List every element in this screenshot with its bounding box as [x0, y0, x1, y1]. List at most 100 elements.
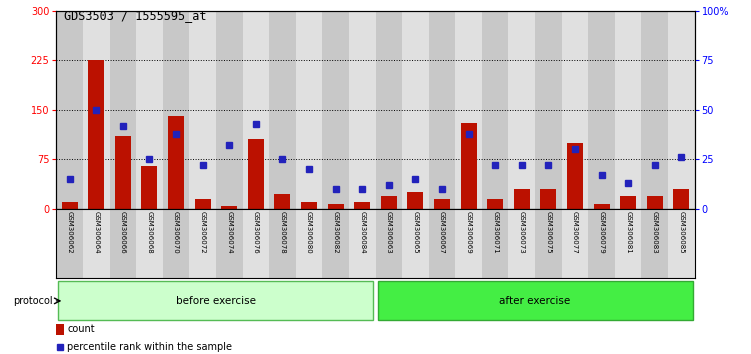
Bar: [136, 11, 163, 209]
Bar: [189, 209, 216, 278]
Bar: [296, 11, 322, 209]
Bar: [115, 136, 131, 209]
Bar: [376, 11, 402, 209]
Bar: [110, 11, 136, 209]
Bar: [593, 204, 610, 209]
Bar: [269, 11, 296, 209]
Bar: [274, 194, 291, 209]
Text: GSM306070: GSM306070: [173, 211, 179, 254]
Text: GSM306080: GSM306080: [306, 211, 312, 254]
Text: GSM306071: GSM306071: [492, 211, 498, 254]
Text: GSM306077: GSM306077: [572, 211, 578, 254]
Bar: [641, 11, 668, 209]
Bar: [620, 196, 636, 209]
Bar: [248, 139, 264, 209]
Text: GSM306075: GSM306075: [545, 211, 551, 253]
Bar: [349, 209, 376, 278]
Bar: [567, 143, 583, 209]
Bar: [327, 204, 344, 209]
Bar: [381, 196, 397, 209]
Bar: [482, 11, 508, 209]
Text: GSM306066: GSM306066: [120, 211, 126, 254]
Bar: [402, 11, 429, 209]
Bar: [541, 189, 556, 209]
FancyBboxPatch shape: [58, 281, 372, 320]
Text: GSM306078: GSM306078: [279, 211, 285, 254]
Bar: [647, 196, 663, 209]
Text: GSM306083: GSM306083: [652, 211, 658, 254]
Text: GSM306073: GSM306073: [519, 211, 525, 254]
Text: GSM306084: GSM306084: [359, 211, 365, 253]
Bar: [195, 199, 210, 209]
Bar: [487, 199, 503, 209]
Bar: [168, 116, 184, 209]
Bar: [482, 209, 508, 278]
Bar: [296, 209, 322, 278]
Bar: [349, 11, 376, 209]
Text: GSM306064: GSM306064: [93, 211, 99, 253]
Bar: [354, 202, 370, 209]
Bar: [163, 209, 189, 278]
Bar: [243, 11, 269, 209]
Text: GSM306074: GSM306074: [226, 211, 232, 253]
Bar: [615, 11, 641, 209]
Text: percentile rank within the sample: percentile rank within the sample: [68, 342, 233, 352]
Bar: [668, 11, 695, 209]
Bar: [56, 324, 65, 335]
Text: count: count: [68, 325, 95, 335]
Bar: [535, 11, 562, 209]
Bar: [136, 209, 163, 278]
Text: GSM306079: GSM306079: [599, 211, 605, 254]
Bar: [429, 11, 455, 209]
Bar: [508, 11, 535, 209]
Text: GSM306065: GSM306065: [412, 211, 418, 253]
Bar: [89, 60, 104, 209]
Bar: [269, 209, 296, 278]
Text: GDS3503 / 1555595_at: GDS3503 / 1555595_at: [64, 9, 207, 22]
Bar: [83, 209, 110, 278]
Bar: [408, 192, 424, 209]
Text: GSM306068: GSM306068: [146, 211, 152, 254]
Bar: [110, 209, 136, 278]
Bar: [535, 209, 562, 278]
Text: GSM306081: GSM306081: [625, 211, 631, 254]
Text: GSM306082: GSM306082: [333, 211, 339, 253]
Text: GSM306085: GSM306085: [678, 211, 684, 253]
Text: GSM306067: GSM306067: [439, 211, 445, 254]
Text: GSM306062: GSM306062: [67, 211, 73, 253]
Bar: [455, 209, 482, 278]
Bar: [615, 209, 641, 278]
Bar: [588, 11, 615, 209]
Text: after exercise: after exercise: [499, 296, 571, 306]
Bar: [56, 209, 83, 278]
Bar: [322, 11, 349, 209]
Bar: [641, 209, 668, 278]
Bar: [514, 189, 529, 209]
Bar: [562, 209, 588, 278]
Text: protocol: protocol: [13, 296, 53, 306]
Bar: [455, 11, 482, 209]
Text: GSM306069: GSM306069: [466, 211, 472, 254]
Bar: [376, 209, 402, 278]
Text: GSM306076: GSM306076: [253, 211, 259, 254]
Bar: [83, 11, 110, 209]
Text: GSM306063: GSM306063: [386, 211, 392, 254]
Text: GSM306072: GSM306072: [200, 211, 206, 253]
Bar: [56, 11, 83, 209]
Bar: [508, 209, 535, 278]
Bar: [243, 209, 269, 278]
Bar: [562, 11, 588, 209]
Bar: [301, 202, 317, 209]
Bar: [429, 209, 455, 278]
Bar: [402, 209, 429, 278]
Bar: [674, 189, 689, 209]
Bar: [216, 209, 243, 278]
Text: before exercise: before exercise: [176, 296, 256, 306]
Bar: [141, 166, 158, 209]
Bar: [588, 209, 615, 278]
Bar: [62, 202, 77, 209]
Bar: [222, 206, 237, 209]
Bar: [460, 123, 477, 209]
Bar: [434, 199, 450, 209]
FancyBboxPatch shape: [379, 281, 693, 320]
